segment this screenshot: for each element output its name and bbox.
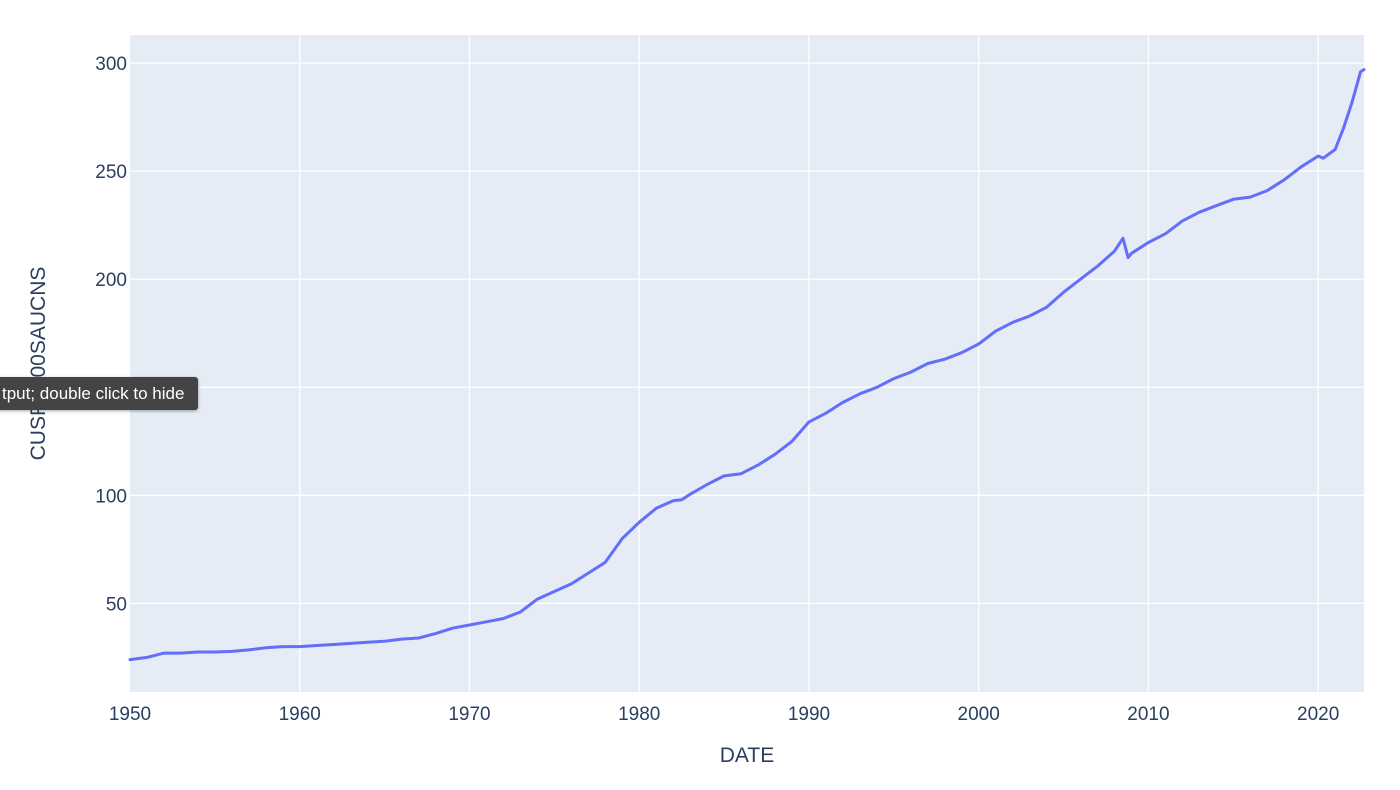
series-layer [128, 68, 1366, 662]
y-tick-label: 50 [106, 594, 127, 615]
legend-tooltip: tput; double click to hide [0, 377, 199, 410]
x-tick-label: 1980 [618, 704, 660, 725]
grid-lines [130, 35, 1364, 692]
x-tick-label: 2010 [1127, 704, 1169, 725]
tick-labels: 1950 1960 1970 1980 1990 2000 2010 2020 50 100 200… [95, 54, 1339, 725]
x-tick-label: 1950 [109, 704, 151, 725]
y-tick-label: 200 [95, 270, 127, 291]
x-tick-label: 1960 [279, 704, 321, 725]
x-tick-label: 1970 [448, 704, 490, 725]
series-line-0[interactable] [128, 68, 1366, 662]
x-tick-label: 1990 [788, 704, 830, 725]
x-tick-label: 2000 [958, 704, 1000, 725]
y-tick-label: 300 [95, 54, 127, 75]
y-tick-label: 100 [95, 486, 127, 507]
x-tick-label: 2020 [1297, 704, 1339, 725]
plot-area[interactable] [130, 35, 1364, 692]
y-tick-label: 250 [95, 162, 127, 183]
x-axis-title: DATE [720, 744, 774, 767]
y-axis-title: CUSR0000SAUCNS [27, 267, 50, 461]
